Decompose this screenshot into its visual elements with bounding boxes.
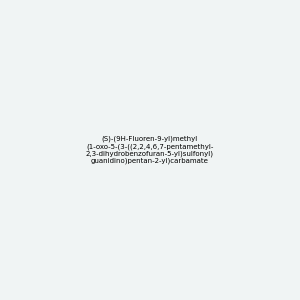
Text: (S)-(9H-Fluoren-9-yl)methyl
(1-oxo-5-(3-((2,2,4,6,7-pentamethyl-
2,3-dihydrobenz: (S)-(9H-Fluoren-9-yl)methyl (1-oxo-5-(3-… xyxy=(86,136,214,164)
